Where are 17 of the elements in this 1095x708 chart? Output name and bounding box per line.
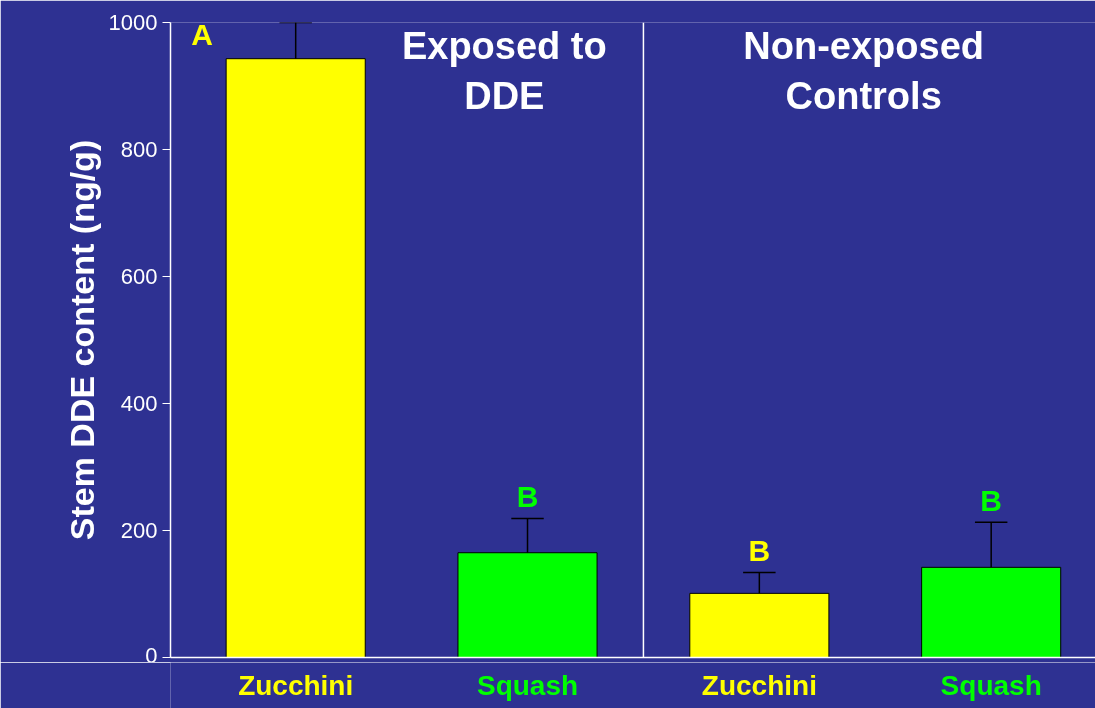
- annotation: Non-exposed Controls: [743, 24, 985, 117]
- data-label: B: [980, 484, 1003, 518]
- data-label: A: [191, 17, 214, 51]
- x-tick-label: Squash: [476, 670, 579, 701]
- x-tick-label: Zucchini: [238, 670, 354, 701]
- y-axis-title: Stem DDE content (ng/g): [62, 139, 101, 541]
- data-label: B: [748, 534, 771, 568]
- y-tick-label: 200: [120, 518, 158, 543]
- y-tick-label: 0: [145, 642, 158, 668]
- data-label: B: [516, 480, 539, 514]
- y-tick-label: 400: [120, 391, 158, 416]
- annotation: Exposed to DDE: [401, 24, 607, 117]
- x-tick-label: Squash: [940, 670, 1042, 701]
- y-tick-label: 800: [120, 137, 158, 162]
- y-tick-label: 1000: [108, 10, 158, 35]
- y-tick-label: 600: [120, 264, 158, 289]
- x-tick-label: Zucchini: [701, 670, 817, 701]
